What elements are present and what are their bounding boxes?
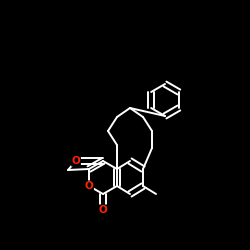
Text: O: O (84, 181, 94, 191)
Text: O: O (72, 156, 80, 166)
Text: O: O (98, 205, 108, 215)
